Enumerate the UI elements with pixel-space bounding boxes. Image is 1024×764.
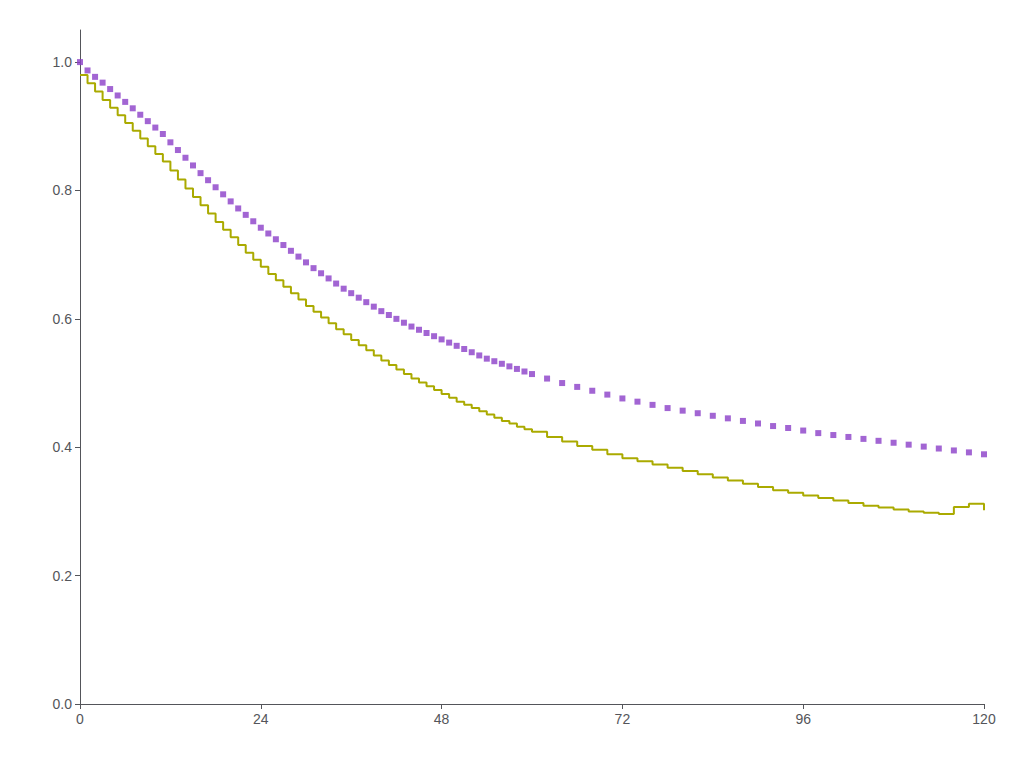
svg-text:0.0: 0.0 bbox=[53, 696, 73, 712]
svg-text:48: 48 bbox=[434, 711, 450, 727]
svg-text:0.2: 0.2 bbox=[53, 568, 73, 584]
svg-text:120: 120 bbox=[972, 711, 996, 727]
svg-text:96: 96 bbox=[795, 711, 811, 727]
svg-text:0.4: 0.4 bbox=[53, 439, 73, 455]
svg-text:0: 0 bbox=[76, 711, 84, 727]
svg-text:0.6: 0.6 bbox=[53, 311, 73, 327]
svg-text:24: 24 bbox=[253, 711, 269, 727]
svg-text:0.8: 0.8 bbox=[53, 182, 73, 198]
svg-text:72: 72 bbox=[615, 711, 631, 727]
svg-text:1.0: 1.0 bbox=[53, 54, 73, 70]
